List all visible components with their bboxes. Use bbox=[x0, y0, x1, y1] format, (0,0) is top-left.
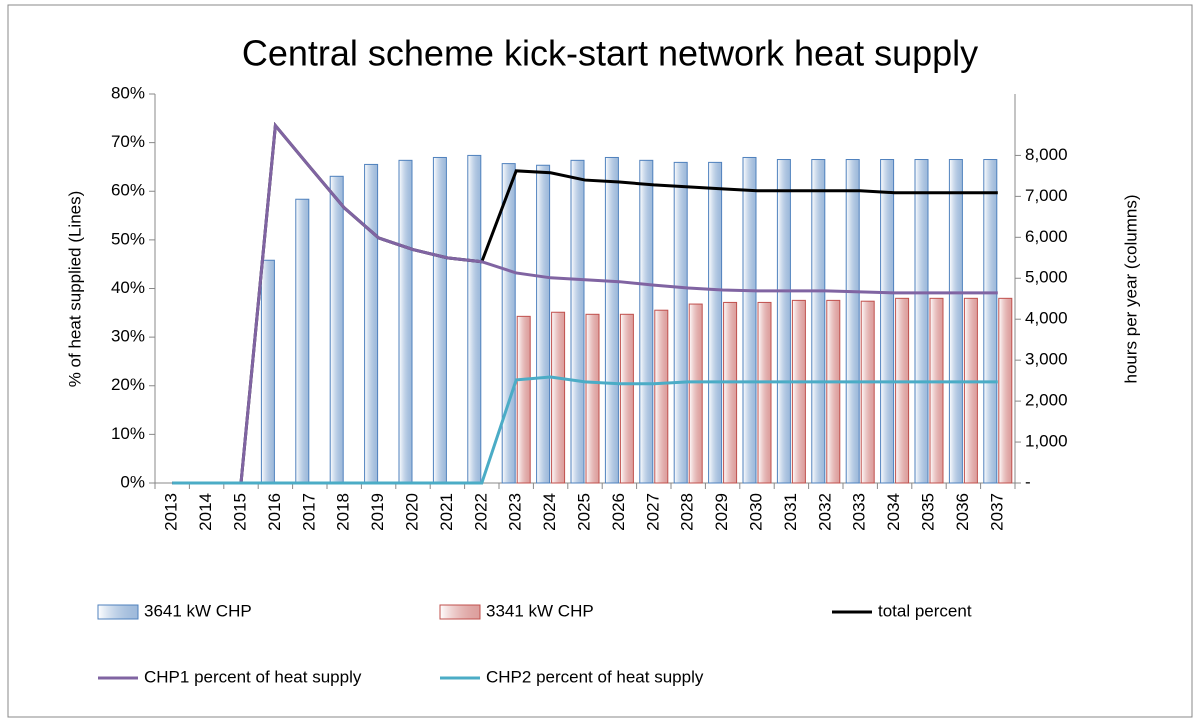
y-tick-label: 70% bbox=[111, 132, 145, 151]
bar bbox=[585, 313, 600, 484]
y-tick-label: 30% bbox=[111, 327, 145, 346]
line bbox=[172, 121, 998, 485]
bar bbox=[895, 297, 910, 484]
bar bbox=[570, 159, 585, 484]
x-tick-label: 2017 bbox=[299, 493, 318, 531]
legend-label: CHP2 percent of heat supply bbox=[486, 667, 704, 686]
y-tick-label: 50% bbox=[111, 229, 145, 248]
y2-tick-label: 5,000 bbox=[1025, 268, 1068, 287]
bar bbox=[536, 164, 551, 484]
y-tick-label: 60% bbox=[111, 181, 145, 200]
y-tick-label: 40% bbox=[111, 278, 145, 297]
y-tick-label: 10% bbox=[111, 424, 145, 443]
x-tick-label: 2030 bbox=[746, 493, 765, 531]
bar bbox=[998, 297, 1013, 484]
bar bbox=[654, 309, 669, 484]
y-axis-label: % of heat supplied (Lines) bbox=[65, 191, 84, 388]
x-tick-label: 2025 bbox=[574, 493, 593, 531]
y-tick-label: 20% bbox=[111, 375, 145, 394]
bar bbox=[742, 156, 757, 484]
x-tick-label: 2024 bbox=[540, 493, 559, 531]
x-tick-label: 2013 bbox=[162, 493, 181, 531]
bar bbox=[551, 311, 566, 484]
x-tick-label: 2020 bbox=[402, 493, 421, 531]
legend-label: 3641 kW CHP bbox=[144, 601, 252, 620]
x-tick-label: 2034 bbox=[884, 493, 903, 531]
bar bbox=[604, 156, 619, 484]
bar bbox=[364, 163, 379, 484]
x-tick-label: 2029 bbox=[712, 493, 731, 531]
bar bbox=[432, 156, 447, 484]
y2-tick-label: 6,000 bbox=[1025, 227, 1068, 246]
x-tick-label: 2016 bbox=[265, 493, 284, 531]
bar bbox=[723, 301, 738, 484]
bar bbox=[860, 300, 875, 484]
bar bbox=[501, 163, 516, 484]
bar bbox=[673, 161, 688, 484]
x-tick-label: 2031 bbox=[781, 493, 800, 531]
y2-tick-label: 3,000 bbox=[1025, 350, 1068, 369]
legend-label: 3341 kW CHP bbox=[486, 601, 594, 620]
legend-swatch bbox=[97, 604, 139, 620]
x-tick-label: 2022 bbox=[471, 493, 490, 531]
x-tick-label: 2035 bbox=[918, 493, 937, 531]
x-tick-label: 2014 bbox=[196, 493, 215, 531]
bar bbox=[516, 315, 531, 484]
bar bbox=[948, 159, 963, 484]
bar bbox=[467, 154, 482, 484]
x-tick-label: 2032 bbox=[815, 493, 834, 531]
bar bbox=[845, 159, 860, 484]
y2-tick-label: - bbox=[1025, 472, 1031, 491]
bar bbox=[983, 159, 998, 484]
bar bbox=[811, 159, 826, 484]
bar bbox=[295, 198, 310, 484]
bar bbox=[708, 161, 723, 484]
legend-swatch bbox=[439, 604, 481, 620]
y-tick-label: 80% bbox=[111, 83, 145, 102]
y-tick-label: 0% bbox=[120, 472, 145, 491]
bar bbox=[963, 297, 978, 484]
bar bbox=[619, 313, 634, 484]
line bbox=[172, 375, 998, 485]
bar bbox=[914, 159, 929, 484]
legend-label: CHP1 percent of heat supply bbox=[144, 667, 362, 686]
bar bbox=[688, 303, 703, 484]
y2-tick-label: 4,000 bbox=[1025, 309, 1068, 328]
bar bbox=[929, 297, 944, 484]
chart-title: Central scheme kick-start network heat s… bbox=[242, 33, 978, 74]
x-tick-label: 2021 bbox=[437, 493, 456, 531]
bar bbox=[639, 159, 654, 484]
x-tick-label: 2033 bbox=[850, 493, 869, 531]
bar bbox=[826, 299, 841, 484]
x-tick-label: 2027 bbox=[643, 493, 662, 531]
x-tick-label: 2028 bbox=[678, 493, 697, 531]
bar bbox=[398, 159, 413, 484]
x-tick-label: 2037 bbox=[987, 493, 1006, 531]
x-tick-label: 2015 bbox=[230, 493, 249, 531]
x-tick-label: 2023 bbox=[506, 493, 525, 531]
bar bbox=[880, 159, 895, 484]
bar bbox=[260, 259, 275, 484]
y2-axis-label: hours per year (columns) bbox=[1121, 195, 1140, 384]
x-tick-label: 2019 bbox=[368, 493, 387, 531]
x-tick-label: 2018 bbox=[334, 493, 353, 531]
y2-tick-label: 8,000 bbox=[1025, 145, 1068, 164]
y2-tick-label: 2,000 bbox=[1025, 391, 1068, 410]
x-tick-label: 2036 bbox=[953, 493, 972, 531]
y2-tick-label: 1,000 bbox=[1025, 432, 1068, 451]
bar bbox=[791, 299, 806, 484]
bar bbox=[329, 175, 344, 484]
x-tick-label: 2026 bbox=[609, 493, 628, 531]
y2-tick-label: 7,000 bbox=[1025, 186, 1068, 205]
bar bbox=[757, 301, 772, 484]
bar bbox=[776, 159, 791, 484]
legend-label: total percent bbox=[878, 601, 972, 620]
